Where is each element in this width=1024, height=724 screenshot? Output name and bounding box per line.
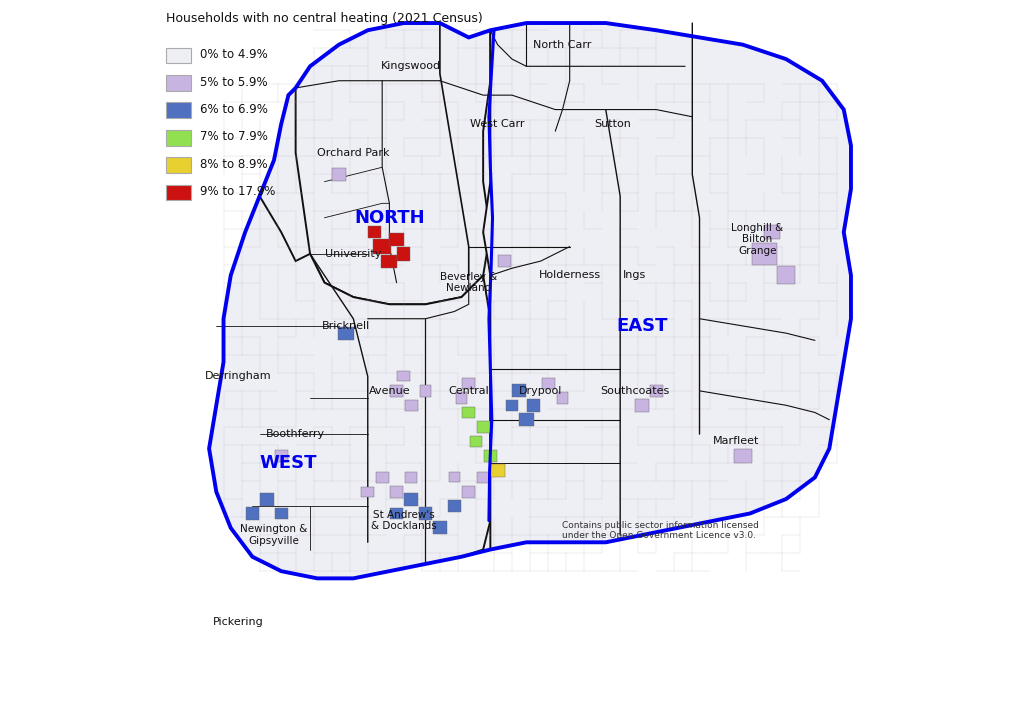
Text: Southcoates: Southcoates — [600, 386, 670, 396]
Text: Holderness: Holderness — [539, 271, 601, 280]
Text: University: University — [326, 249, 382, 258]
Text: 8% to 8.9%: 8% to 8.9% — [200, 158, 267, 171]
Bar — [166, 157, 191, 173]
Polygon shape — [484, 450, 497, 461]
Polygon shape — [397, 247, 411, 261]
Polygon shape — [470, 436, 481, 447]
Polygon shape — [557, 392, 568, 404]
Polygon shape — [406, 471, 417, 483]
Polygon shape — [389, 233, 403, 246]
Text: Avenue: Avenue — [369, 386, 411, 396]
Polygon shape — [397, 371, 411, 382]
Polygon shape — [512, 384, 526, 397]
Text: St Andrew's
& Docklands: St Andrew's & Docklands — [371, 510, 436, 531]
Bar — [166, 75, 191, 90]
Polygon shape — [483, 23, 851, 550]
Polygon shape — [734, 449, 752, 463]
Polygon shape — [390, 508, 403, 519]
Text: Boothferry: Boothferry — [266, 429, 326, 439]
Text: Central: Central — [449, 386, 489, 396]
Text: West Carr: West Carr — [470, 119, 525, 129]
Polygon shape — [369, 227, 382, 238]
Polygon shape — [527, 399, 540, 412]
Polygon shape — [404, 400, 418, 411]
Bar — [166, 102, 191, 118]
Polygon shape — [274, 450, 288, 461]
Polygon shape — [447, 500, 461, 512]
Text: North Carr: North Carr — [534, 40, 592, 50]
Polygon shape — [209, 23, 851, 578]
Polygon shape — [462, 378, 475, 390]
Text: Contains public sector information licensed
under the Open Government Licence v3: Contains public sector information licen… — [562, 521, 760, 540]
Text: Pickering: Pickering — [213, 617, 263, 627]
Text: Households with no central heating (2021 Census): Households with no central heating (2021… — [166, 12, 482, 25]
Polygon shape — [764, 225, 779, 240]
Bar — [166, 185, 191, 201]
Polygon shape — [490, 463, 505, 476]
Text: Orchard Park: Orchard Park — [317, 148, 389, 158]
Bar — [166, 48, 191, 64]
Polygon shape — [338, 327, 354, 340]
Polygon shape — [476, 421, 489, 433]
Bar — [166, 130, 191, 146]
Polygon shape — [390, 486, 403, 497]
Polygon shape — [777, 266, 795, 285]
Text: Longhill &
Bilton
Grange: Longhill & Bilton Grange — [731, 223, 783, 256]
Text: Kingswood: Kingswood — [381, 62, 441, 71]
Text: 0% to 4.9%: 0% to 4.9% — [200, 49, 267, 62]
Text: 6% to 6.9%: 6% to 6.9% — [200, 103, 267, 116]
Polygon shape — [542, 378, 555, 390]
Polygon shape — [296, 23, 490, 304]
Polygon shape — [259, 492, 274, 505]
Polygon shape — [456, 392, 467, 404]
Polygon shape — [209, 196, 490, 578]
Polygon shape — [499, 256, 511, 267]
Polygon shape — [462, 486, 475, 497]
Polygon shape — [373, 240, 391, 254]
Polygon shape — [635, 399, 649, 412]
Text: EAST: EAST — [616, 317, 668, 335]
Polygon shape — [752, 243, 777, 265]
Text: Marfleet: Marfleet — [713, 437, 759, 446]
Text: Derringham: Derringham — [205, 371, 271, 382]
Polygon shape — [246, 507, 259, 520]
Polygon shape — [462, 407, 475, 418]
Text: Ings: Ings — [623, 271, 646, 280]
Text: Newington &
Gipsyville: Newington & Gipsyville — [241, 524, 307, 546]
Polygon shape — [449, 472, 460, 482]
Polygon shape — [274, 508, 288, 519]
Text: Beverley &
Newland: Beverley & Newland — [440, 272, 498, 293]
Polygon shape — [650, 385, 663, 397]
Polygon shape — [332, 168, 346, 181]
Polygon shape — [420, 385, 431, 397]
Text: WEST: WEST — [260, 454, 317, 472]
Text: 7% to 7.9%: 7% to 7.9% — [200, 130, 267, 143]
Polygon shape — [403, 492, 418, 505]
Text: Sutton: Sutton — [595, 119, 632, 129]
Text: Bricknell: Bricknell — [322, 321, 371, 331]
Text: 9% to 17.9%: 9% to 17.9% — [200, 185, 275, 198]
Polygon shape — [506, 400, 518, 411]
Polygon shape — [476, 471, 489, 483]
Text: 5% to 5.9%: 5% to 5.9% — [200, 76, 267, 88]
Polygon shape — [382, 255, 397, 268]
Text: NORTH: NORTH — [354, 209, 425, 227]
Polygon shape — [390, 385, 403, 397]
Polygon shape — [376, 471, 389, 483]
Polygon shape — [419, 507, 432, 520]
Polygon shape — [433, 521, 447, 534]
Text: Drypool: Drypool — [519, 386, 562, 396]
Polygon shape — [519, 413, 534, 426]
Polygon shape — [361, 487, 374, 497]
